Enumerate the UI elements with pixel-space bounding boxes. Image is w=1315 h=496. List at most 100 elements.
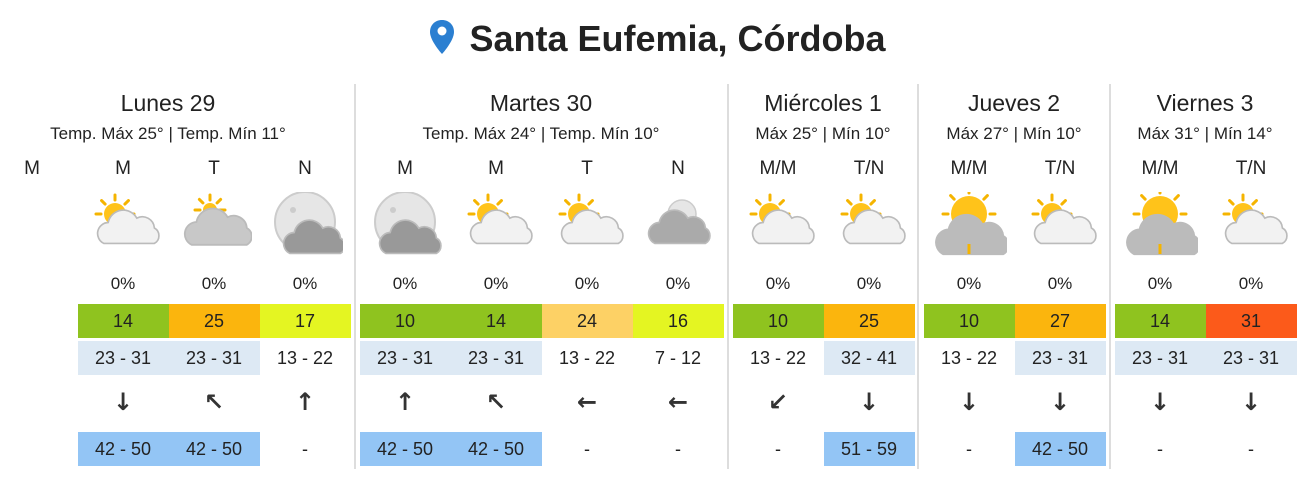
day-summary: Máx 27° | Mín 10°	[946, 124, 1082, 143]
weather-icon	[1022, 192, 1098, 265]
temperature-cell: 25	[168, 304, 260, 338]
location-title: Santa Eufemia, Córdoba	[0, 18, 1315, 60]
precipitation: 0%	[765, 274, 791, 293]
wind-speed: 23 - 31	[1014, 341, 1106, 375]
precipitation: 0%	[110, 274, 136, 293]
temperature-cell: 10	[732, 304, 824, 338]
precipitation: 0%	[574, 274, 600, 293]
day-summary: Temp. Máx 25° | Temp. Mín 11°	[50, 124, 286, 143]
wind-speed: 7 - 12	[654, 348, 702, 368]
weather-icon-svg	[274, 191, 346, 255]
wind-speed: 13 - 22	[558, 348, 616, 368]
weather-icon-svg	[374, 191, 442, 255]
precipitation: 0%	[201, 274, 227, 293]
weather-icon	[367, 191, 443, 265]
wind-direction: ↓	[112, 388, 134, 416]
weather-icon	[931, 186, 1010, 265]
weather-icon-svg	[840, 193, 906, 245]
period-label: T	[581, 158, 593, 179]
day-summary: Temp. Máx 24° | Temp. Mín 10°	[422, 124, 660, 143]
wind-speed: 13 - 22	[276, 348, 334, 368]
wind-gusts: 42 - 50	[1014, 432, 1106, 466]
wind-gusts: -	[775, 439, 781, 459]
period-label: T/N	[1044, 158, 1076, 179]
wind-gusts: 42 - 50	[77, 432, 169, 466]
wind-gusts: -	[584, 439, 590, 459]
weather-icon-svg	[467, 193, 533, 245]
precipitation: 0%	[1047, 274, 1073, 293]
temperature-cell: 14	[77, 304, 169, 338]
wind-speed: 23 - 31	[168, 341, 260, 375]
wind-speed: 23 - 31	[359, 341, 451, 375]
period-label: T/N	[853, 158, 885, 179]
wind-gusts: 51 - 59	[823, 432, 915, 466]
wind-direction: ↓	[1049, 388, 1071, 416]
separator	[1109, 84, 1111, 469]
weather-icon-svg	[183, 193, 253, 246]
wind-direction: ←	[576, 388, 598, 416]
weather-icon-svg	[558, 193, 624, 245]
precipitation: 0%	[1147, 274, 1173, 293]
weather-icon-svg	[935, 186, 1010, 256]
weather-icon-svg	[1222, 193, 1288, 245]
day-summary: Máx 31° | Mín 14°	[1137, 124, 1273, 143]
temperature-cell: 24	[541, 304, 633, 338]
wind-gusts: -	[302, 439, 308, 459]
precipitation: 0%	[665, 274, 691, 293]
period-label: T/N	[1235, 158, 1267, 179]
weather-icon	[831, 192, 907, 265]
wind-direction: ↓	[1240, 388, 1262, 416]
wind-direction: ↓	[958, 388, 980, 416]
weather-icon	[549, 192, 625, 265]
period-label: M	[488, 158, 504, 179]
wind-speed: 13 - 22	[940, 348, 998, 368]
wind-speed: 23 - 31	[1205, 341, 1297, 375]
weather-icon	[640, 192, 716, 265]
weather-icon	[267, 191, 346, 265]
weather-icon-svg	[647, 199, 711, 245]
wind-direction: ↑	[294, 388, 316, 416]
period-label: N	[298, 158, 312, 179]
day-name: Viernes 3	[1156, 90, 1254, 116]
weather-icon	[176, 192, 253, 265]
temperature-cell: 14	[1114, 304, 1206, 338]
day-name: Miércoles 1	[764, 90, 882, 116]
temperature-cell: 31	[1205, 304, 1297, 338]
wind-direction: ↖	[485, 388, 507, 416]
temperature-cell: 25	[823, 304, 915, 338]
period-label: M	[397, 158, 413, 179]
temperature-cell: 10	[359, 304, 451, 338]
temperature-cell: 16	[632, 304, 724, 338]
precipitation: 0%	[483, 274, 509, 293]
wind-gusts: 42 - 50	[450, 432, 542, 466]
day-name: Martes 30	[489, 90, 593, 116]
precipitation: 0%	[856, 274, 882, 293]
wind-gusts: 42 - 50	[359, 432, 451, 466]
wind-gusts: 42 - 50	[168, 432, 260, 466]
period-label: T	[208, 158, 220, 179]
wind-gusts: -	[675, 439, 681, 459]
wind-speed: 13 - 22	[749, 348, 807, 368]
precipitation: 0%	[1238, 274, 1264, 293]
wind-speed: 23 - 31	[77, 341, 169, 375]
weather-icon	[1122, 186, 1201, 265]
period-label: M	[24, 158, 40, 179]
wind-direction: ←	[667, 388, 689, 416]
weather-icon-svg	[1126, 186, 1201, 256]
weather-icon-svg	[94, 193, 160, 245]
temperature-cell: 14	[450, 304, 542, 338]
period-label: N	[671, 158, 685, 179]
separator	[917, 84, 919, 469]
wind-speed: 23 - 31	[450, 341, 542, 375]
weather-icon	[85, 192, 161, 265]
separator	[354, 84, 356, 469]
precipitation: 0%	[292, 274, 318, 293]
wind-speed: 32 - 41	[823, 341, 915, 375]
separator	[727, 84, 729, 469]
day-summary: Máx 25° | Mín 10°	[755, 124, 891, 143]
weather-icon-svg	[1031, 193, 1097, 245]
wind-gusts: -	[1157, 439, 1163, 459]
period-label: M/M	[759, 158, 797, 179]
temperature-cell: 27	[1014, 304, 1106, 338]
